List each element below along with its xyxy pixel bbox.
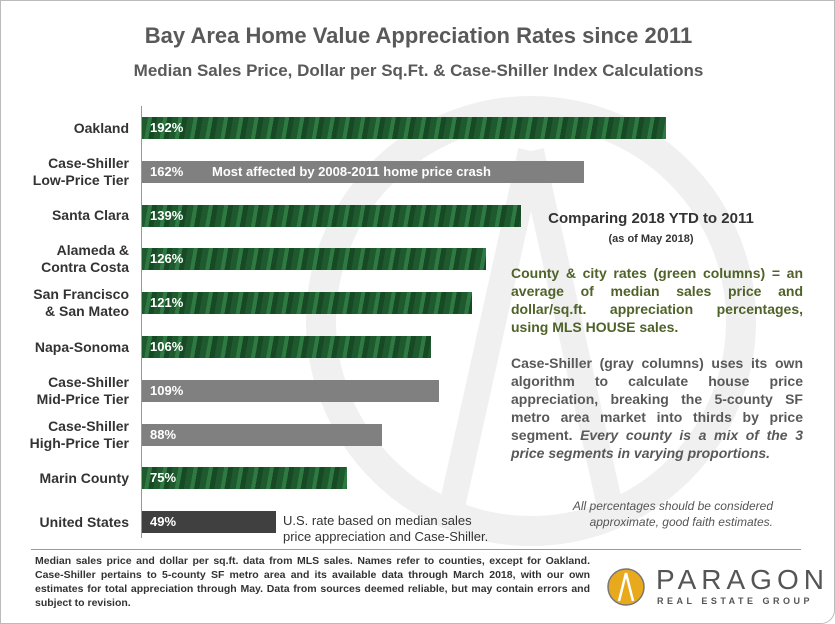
category-label-line: Case-Shiller (48, 373, 129, 390)
bar: 121% (142, 292, 473, 315)
bar: 49% (142, 511, 276, 534)
category-label-line: High-Price Tier (29, 434, 129, 451)
bar: 192% (142, 117, 666, 139)
category-label-line: San Francisco (33, 286, 129, 303)
chart-title: Bay Area Home Value Appreciation Rates s… (144, 23, 693, 48)
value-label: 139% (150, 207, 184, 223)
category-label-line: Case-Shiller (48, 417, 129, 434)
category-label: Case-Shiller Mid-Price Tier (37, 374, 129, 408)
category-label-line: & San Mateo (44, 303, 129, 320)
bar: 139% (142, 204, 522, 227)
bar: 109% (142, 379, 440, 402)
logo-name: PARAGON (656, 564, 829, 595)
bar: 75% (142, 467, 347, 490)
y-axis (141, 106, 142, 538)
value-label: 121% (150, 295, 184, 311)
category-label-line: Contra Costa (41, 259, 129, 276)
category-label: Santa Clara (52, 207, 129, 224)
category-label-line: Santa Clara (51, 207, 129, 224)
value-label: 126% (150, 251, 184, 267)
value-label: 192% (150, 120, 184, 135)
category-label: Oakland (74, 120, 129, 137)
approximate-note: All percentages should be considered app… (572, 499, 773, 529)
low-tier-annotation: Most affected by 2008-2011 home price cr… (212, 163, 491, 179)
category-label: Case-Shiller High-Price Tier (30, 418, 129, 452)
cs-text: Case-Shiller (gray columns) uses its own… (511, 355, 803, 443)
us-annotation: U.S. rate based on median sales price ap… (283, 513, 488, 545)
category-label-line: Napa-Sonoma (34, 338, 129, 355)
comparison-heading: Comparing 2018 YTD to 2011 (548, 210, 754, 227)
case-shiller-explanation: Case-Shiller (gray columns) uses its own… (511, 354, 803, 462)
category-label: United States (40, 514, 129, 531)
category-label-line: Alameda & (56, 242, 129, 259)
cs-italic-text: Every county is a mix of the 3 price seg… (511, 427, 803, 461)
bar: 162% Most affected by 2008-2011 home pric… (142, 160, 585, 183)
category-label: Case-Shiller Low-Price Tier (33, 155, 129, 189)
bar: 88% (142, 423, 383, 446)
category-label-line: United States (39, 513, 129, 530)
us-annotation-line: price appreciation and Case-Shiller. (283, 529, 489, 544)
category-label: Marin County (40, 470, 129, 487)
category-label-line: Oakland (73, 119, 129, 136)
value-label: 49% (150, 514, 177, 530)
category-label-line: Case-Shiller (48, 154, 129, 171)
category-label: Napa-Sonoma (35, 339, 129, 356)
county-explanation: County & city rates (green columns) = an… (511, 265, 803, 335)
logo-tagline: REAL ESTATE GROUP (657, 596, 814, 606)
value-label: 75% (150, 470, 177, 486)
value-label: 106% (150, 339, 184, 354)
chart-subtitle: Median Sales Price, Dollar per Sq.Ft. & … (133, 61, 704, 80)
paragon-logo-icon (607, 568, 645, 606)
value-label: 88% (150, 426, 177, 442)
us-annotation-line: U.S. rate based on median sales (283, 513, 472, 528)
bar: 106% (142, 336, 432, 358)
category-label: San Francisco & San Mateo (33, 286, 129, 320)
value-label: 109% (150, 382, 184, 398)
category-label-line: Low-Price Tier (32, 171, 129, 188)
category-label-line: Marin County (39, 469, 129, 486)
value-label: 162% (150, 163, 184, 179)
comparison-date: (as of May 2018) (608, 233, 694, 245)
footer-note: Median sales price and dollar per sq.ft.… (35, 555, 590, 609)
footer-divider (31, 549, 801, 550)
category-label-line: Mid-Price Tier (36, 390, 129, 407)
bar: 126% (142, 248, 486, 271)
category-label: Alameda & Contra Costa (41, 242, 129, 276)
